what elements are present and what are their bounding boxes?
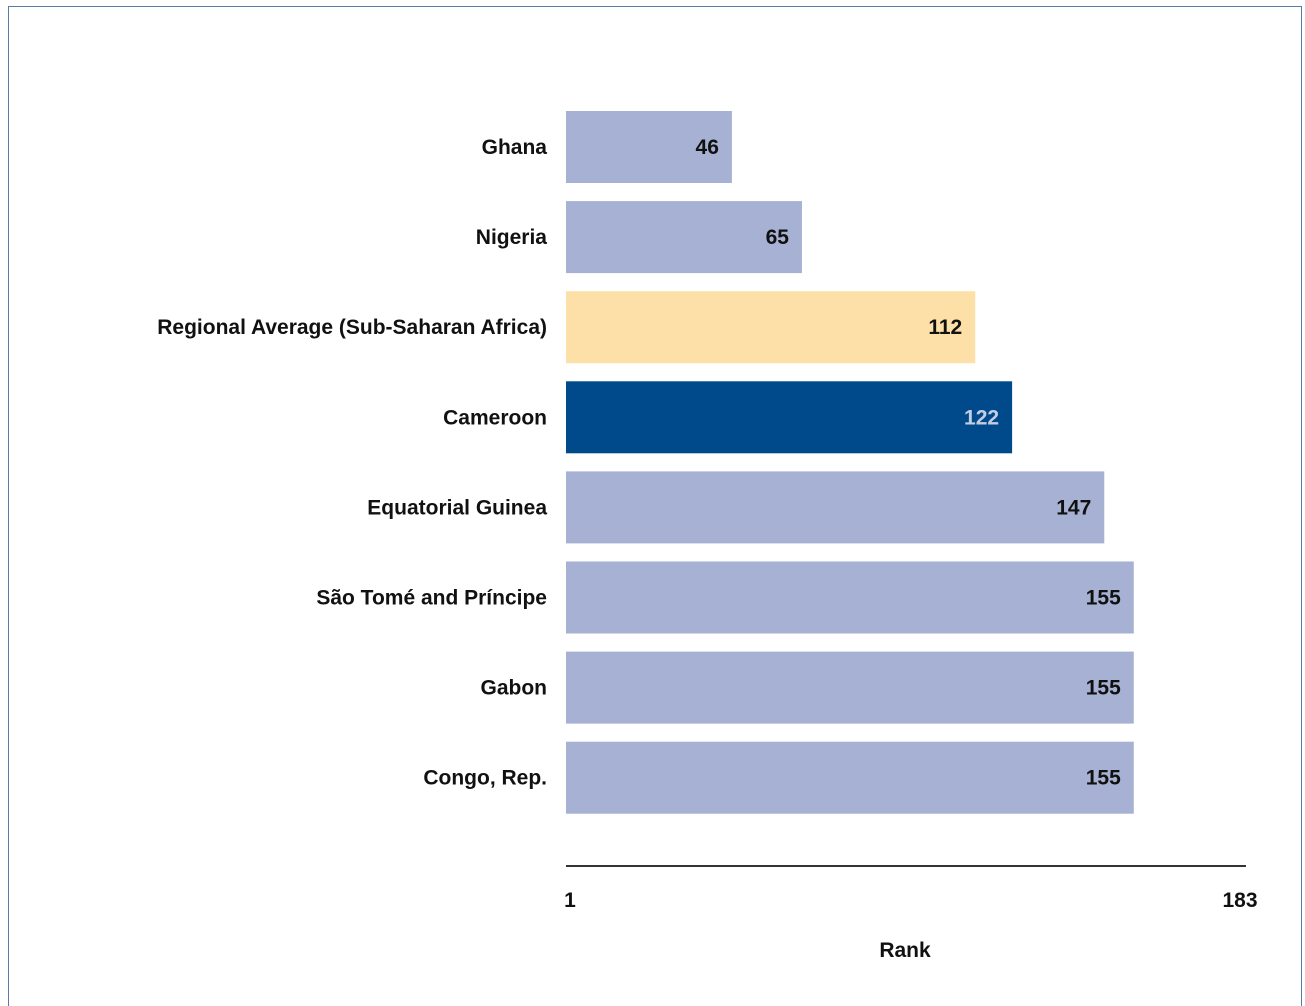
value-label-1: 65	[766, 226, 790, 249]
category-label-1: Nigeria	[476, 226, 548, 249]
bar-4	[566, 471, 1105, 544]
value-label-0: 46	[696, 136, 719, 159]
bar-7	[566, 741, 1134, 814]
x-axis-title: Rank	[879, 939, 931, 962]
category-label-6: Gabon	[481, 677, 548, 700]
bars-layer: Ghana 46 Nigeria 65 Regional Average (Sub-Sa…	[157, 111, 1134, 814]
chart-frame	[8, 6, 1302, 1006]
category-label-0: Ghana	[482, 136, 548, 159]
category-label-5: São Tomé and Príncipe	[316, 587, 547, 610]
value-label-7: 155	[1086, 767, 1121, 790]
value-label-4: 147	[1056, 496, 1091, 519]
bar-5	[566, 561, 1134, 634]
x-tick-label-min: 1	[564, 889, 576, 912]
category-label-7: Congo, Rep.	[423, 767, 547, 790]
category-label-4: Equatorial Guinea	[367, 496, 547, 519]
bar-3	[566, 381, 1013, 454]
bar-6	[566, 651, 1134, 724]
bar-2	[566, 291, 976, 364]
value-label-6: 155	[1086, 677, 1121, 700]
bar-0	[566, 111, 732, 183]
value-label-3: 122	[964, 406, 999, 429]
category-label-2: Regional Average (Sub-Saharan Africa)	[157, 316, 547, 339]
bar-1	[566, 201, 802, 274]
category-label-3: Cameroon	[443, 406, 547, 429]
value-label-2: 112	[928, 316, 962, 339]
x-tick-label-max: 183	[1222, 889, 1257, 912]
value-label-5: 155	[1086, 587, 1121, 610]
